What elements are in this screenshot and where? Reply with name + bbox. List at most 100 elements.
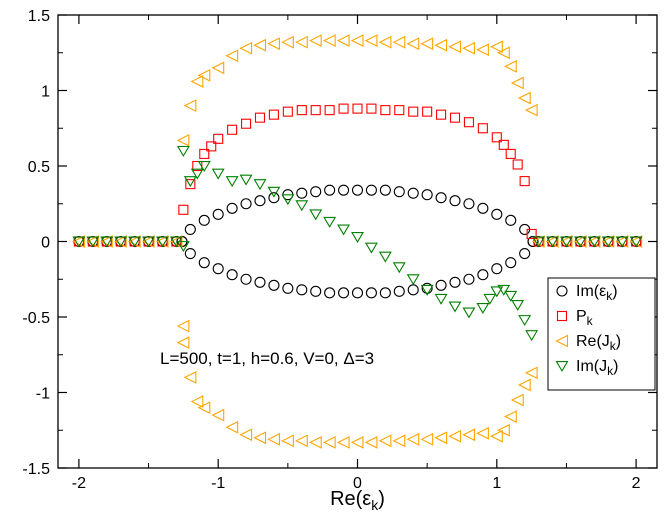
data-point (324, 105, 335, 116)
data-point (225, 49, 239, 63)
data-point (178, 204, 189, 215)
data-point (498, 139, 509, 150)
data-point (435, 279, 447, 291)
data-point (323, 216, 337, 228)
data-point (281, 434, 294, 448)
data-point (183, 176, 197, 188)
data-point (282, 282, 294, 294)
data-point (505, 257, 517, 269)
data-point (490, 286, 504, 298)
series-1 (73, 103, 642, 247)
data-point (176, 336, 190, 350)
data-point (352, 103, 363, 114)
data-point (393, 186, 405, 198)
data-point (546, 236, 559, 248)
data-point (254, 112, 266, 123)
data-point (240, 273, 252, 285)
data-point (113, 235, 127, 248)
data-point (483, 293, 497, 305)
data-point (379, 287, 391, 299)
data-point (227, 124, 238, 135)
legend-marker (556, 310, 568, 322)
data-point (448, 429, 462, 443)
data-point (477, 269, 489, 281)
data-point (380, 105, 391, 116)
data-point (351, 232, 364, 244)
data-point (322, 34, 336, 48)
data-point (100, 235, 113, 248)
data-point (364, 435, 378, 449)
data-point (504, 410, 517, 424)
data-point (434, 293, 448, 305)
data-point (378, 251, 392, 263)
y-tick-label: -0.5 (22, 310, 50, 327)
data-point (449, 195, 461, 207)
data-point (310, 186, 322, 198)
data-point (155, 235, 169, 248)
data-point (406, 37, 420, 51)
data-point (225, 176, 239, 188)
y-tick-label: 0 (41, 235, 50, 252)
data-point (366, 103, 377, 114)
data-point (239, 174, 253, 186)
data-point (477, 123, 488, 134)
data-point (213, 133, 224, 144)
data-point (296, 105, 307, 116)
data-point (72, 236, 86, 248)
data-point (629, 236, 643, 248)
x-tick-label: 1 (492, 475, 501, 492)
data-point (476, 426, 489, 440)
data-point (476, 302, 490, 314)
data-point (364, 242, 378, 254)
data-point (268, 192, 280, 204)
x-tick-label: 0 (353, 475, 362, 492)
data-point (527, 235, 539, 248)
data-point (197, 401, 211, 414)
data-point (378, 434, 392, 448)
data-point (185, 179, 196, 190)
legend-marker (555, 361, 569, 373)
data-point (448, 40, 462, 54)
data-point (573, 235, 587, 248)
data-point (434, 38, 448, 52)
parameter-annotation: L=500, t=1, h=0.6, V=0, Δ=3 (160, 349, 374, 368)
data-point (378, 35, 392, 49)
data-point (198, 257, 210, 269)
data-point (601, 235, 615, 248)
data-point (420, 284, 434, 296)
legend-label: Re(Jk) (576, 333, 621, 353)
data-point (393, 285, 405, 297)
data-point (295, 200, 309, 212)
data-point (240, 198, 252, 210)
data-point (212, 263, 224, 275)
data-point (408, 106, 419, 117)
plot-area (72, 34, 643, 449)
data-point (421, 282, 433, 294)
data-point (491, 208, 503, 220)
y-tick-label: 1.5 (28, 8, 50, 25)
data-point (241, 118, 252, 129)
data-point (517, 91, 531, 105)
data-point (511, 299, 525, 311)
data-point (504, 290, 518, 302)
data-point (86, 235, 99, 248)
legend: Im(εk) Pk Re(Jk) Im(Jk) (547, 277, 656, 391)
data-point (337, 224, 351, 236)
data-point (421, 189, 433, 201)
data-point (615, 236, 629, 248)
x-tick-label: 2 (632, 475, 641, 492)
data-point (463, 273, 475, 285)
data-point (310, 285, 322, 297)
data-point (308, 435, 322, 449)
data-point (127, 235, 141, 248)
data-point (183, 99, 197, 112)
data-point (190, 168, 204, 180)
data-point (156, 236, 169, 248)
data-point (462, 428, 475, 442)
data-point (434, 431, 448, 445)
data-point (407, 187, 419, 199)
data-point (254, 195, 266, 207)
data-point (526, 228, 537, 239)
data-point (268, 279, 280, 291)
data-point (268, 109, 279, 120)
